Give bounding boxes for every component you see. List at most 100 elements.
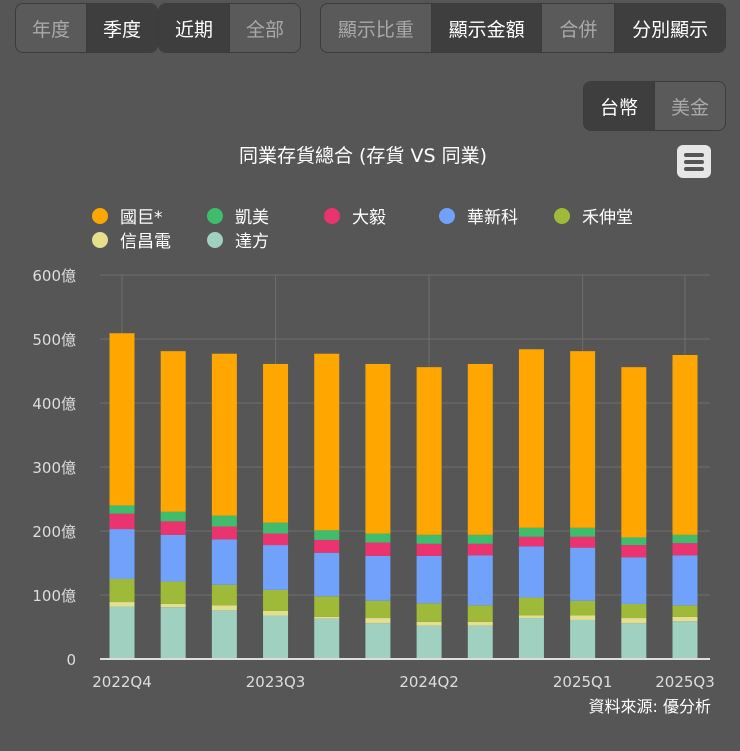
bar-segment-2022Q4-華新科[interactable] [109, 529, 135, 579]
period-quarterly-button[interactable]: 季度 [87, 4, 157, 52]
bar-segment-2025Q3-禾伸堂[interactable] [672, 605, 698, 617]
bar-segment-2024Q2-禾伸堂[interactable] [416, 603, 442, 622]
bar-segment-2025Q2-達方[interactable] [621, 623, 647, 659]
legend-item[interactable]: 凱美 [207, 208, 269, 228]
bar-segment-2024Q1-禾伸堂[interactable] [365, 600, 391, 619]
bar-segment-2023Q3-大毅[interactable] [263, 533, 289, 546]
bar-segment-2025Q1-大毅[interactable] [570, 536, 596, 548]
bar-segment-2023Q4-凱美[interactable] [314, 530, 340, 540]
legend-item[interactable]: 達方 [207, 232, 269, 252]
range-recent-button[interactable]: 近期 [159, 4, 230, 52]
bar-segment-2024Q2-信昌電[interactable] [416, 621, 442, 626]
bar-segment-2024Q4-禾伸堂[interactable] [518, 597, 544, 616]
bar-segment-2023Q2-達方[interactable] [211, 610, 237, 659]
bar-segment-2024Q4-大毅[interactable] [518, 536, 544, 547]
bar-segment-2025Q3-信昌電[interactable] [672, 616, 698, 622]
period-annual-button[interactable]: 年度 [16, 4, 87, 52]
bar-segment-2024Q2-達方[interactable] [416, 625, 442, 659]
bar-segment-2023Q4-華新科[interactable] [314, 552, 340, 597]
bar-segment-2024Q1-凱美[interactable] [365, 533, 391, 543]
bar-segment-2024Q4-達方[interactable] [518, 618, 544, 659]
legend-item[interactable]: 信昌電 [92, 232, 171, 252]
bar-segment-2025Q3-達方[interactable] [672, 621, 698, 659]
bar-segment-2024Q3-凱美[interactable] [467, 534, 493, 544]
bar-segment-2023Q2-信昌電[interactable] [211, 605, 237, 611]
bar-segment-2025Q1-國巨*[interactable] [570, 351, 596, 528]
bar-segment-2025Q2-大毅[interactable] [621, 545, 647, 558]
bar-segment-2025Q2-凱美[interactable] [621, 537, 647, 546]
bar-segment-2022Q4-國巨*[interactable] [109, 333, 135, 506]
hamburger-menu-icon[interactable] [677, 145, 711, 178]
bar-segment-2024Q2-大毅[interactable] [416, 543, 442, 556]
bar-segment-2023Q1-達方[interactable] [160, 607, 186, 659]
bar-segment-2025Q2-禾伸堂[interactable] [621, 603, 647, 619]
bar-segment-2025Q1-信昌電[interactable] [570, 615, 596, 620]
bar-segment-2025Q1-凱美[interactable] [570, 527, 596, 537]
bar-segment-2023Q4-達方[interactable] [314, 618, 340, 659]
bar-segment-2025Q3-國巨*[interactable] [672, 355, 698, 535]
bar-segment-2023Q1-國巨*[interactable] [160, 351, 186, 512]
bar-segment-2023Q2-凱美[interactable] [211, 515, 237, 527]
bar-segment-2024Q4-國巨*[interactable] [518, 349, 544, 528]
bar-segment-2024Q1-達方[interactable] [365, 623, 391, 659]
bar-segment-2024Q4-凱美[interactable] [518, 527, 544, 537]
bar-segment-2023Q1-大毅[interactable] [160, 521, 186, 535]
bar-segment-2023Q2-禾伸堂[interactable] [211, 584, 237, 606]
bar-segment-2023Q2-大毅[interactable] [211, 526, 237, 540]
currency-twd-button[interactable]: 台幣 [584, 82, 655, 130]
show-amount-button[interactable]: 顯示金額 [431, 4, 543, 52]
bar-segment-2025Q2-信昌電[interactable] [621, 618, 647, 624]
bar-segment-2024Q2-凱美[interactable] [416, 534, 442, 544]
bar-segment-2023Q3-達方[interactable] [263, 615, 289, 659]
bar-segment-2023Q2-國巨*[interactable] [211, 353, 237, 516]
bar-segment-2023Q1-華新科[interactable] [160, 534, 186, 582]
bar-segment-2023Q4-信昌電[interactable] [314, 616, 340, 619]
bar-segment-2025Q1-達方[interactable] [570, 619, 596, 659]
bar-segment-2023Q2-華新科[interactable] [211, 539, 237, 585]
bar-segment-2024Q2-華新科[interactable] [416, 555, 442, 604]
bar-segment-2024Q3-達方[interactable] [467, 625, 493, 659]
bar-segment-2023Q3-凱美[interactable] [263, 522, 289, 534]
currency-usd-button[interactable]: 美金 [670, 96, 709, 119]
bar-segment-2022Q4-達方[interactable] [109, 606, 135, 659]
bar-segment-2024Q4-華新科[interactable] [518, 546, 544, 598]
bar-segment-2025Q2-華新科[interactable] [621, 557, 647, 604]
legend-item[interactable]: 大毅 [324, 208, 386, 228]
bar-segment-2023Q3-華新科[interactable] [263, 545, 289, 590]
bar-segment-2023Q4-國巨*[interactable] [314, 353, 340, 531]
bar-segment-2024Q3-信昌電[interactable] [467, 621, 493, 626]
bar-segment-2024Q1-華新科[interactable] [365, 555, 391, 601]
bar-segment-2025Q3-大毅[interactable] [672, 543, 698, 556]
legend-item[interactable]: 禾伸堂 [554, 208, 633, 228]
bar-segment-2023Q4-禾伸堂[interactable] [314, 596, 340, 617]
range-all-button[interactable]: 全部 [245, 18, 284, 41]
merge-button[interactable]: 合併 [542, 4, 616, 52]
bar-segment-2022Q4-禾伸堂[interactable] [109, 579, 135, 603]
bar-segment-2025Q1-華新科[interactable] [570, 547, 596, 601]
bar-segment-2024Q4-信昌電[interactable] [518, 615, 544, 619]
bar-segment-2024Q3-華新科[interactable] [467, 555, 493, 606]
bar-segment-2022Q4-凱美[interactable] [109, 505, 135, 514]
bar-segment-2024Q3-禾伸堂[interactable] [467, 605, 493, 622]
bar-segment-2023Q3-信昌電[interactable] [263, 611, 289, 616]
bar-segment-2024Q1-信昌電[interactable] [365, 618, 391, 624]
bar-segment-2023Q4-大毅[interactable] [314, 539, 340, 553]
bar-segment-2022Q4-大毅[interactable] [109, 513, 135, 530]
separate-button[interactable]: 分別顯示 [615, 4, 725, 52]
legend-item[interactable]: 國巨* [92, 208, 163, 228]
legend-item[interactable]: 華新科 [439, 208, 518, 228]
bar-segment-2024Q2-國巨*[interactable] [416, 367, 442, 535]
bar-segment-2024Q1-大毅[interactable] [365, 542, 391, 556]
bar-segment-2025Q3-凱美[interactable] [672, 534, 698, 544]
bar-segment-2023Q1-禾伸堂[interactable] [160, 581, 186, 604]
bar-segment-2024Q3-國巨*[interactable] [467, 363, 493, 535]
bar-segment-2025Q2-國巨*[interactable] [621, 367, 647, 538]
bar-segment-2024Q1-國巨*[interactable] [365, 363, 391, 534]
bar-segment-2025Q3-華新科[interactable] [672, 555, 698, 606]
bar-segment-2025Q1-禾伸堂[interactable] [570, 600, 596, 616]
bar-segment-2023Q1-凱美[interactable] [160, 511, 186, 522]
bar-segment-2024Q3-大毅[interactable] [467, 543, 493, 556]
bar-segment-2023Q3-禾伸堂[interactable] [263, 589, 289, 611]
show-ratio-button[interactable]: 顯示比重 [321, 4, 432, 52]
bar-segment-2023Q3-國巨*[interactable] [263, 363, 289, 523]
